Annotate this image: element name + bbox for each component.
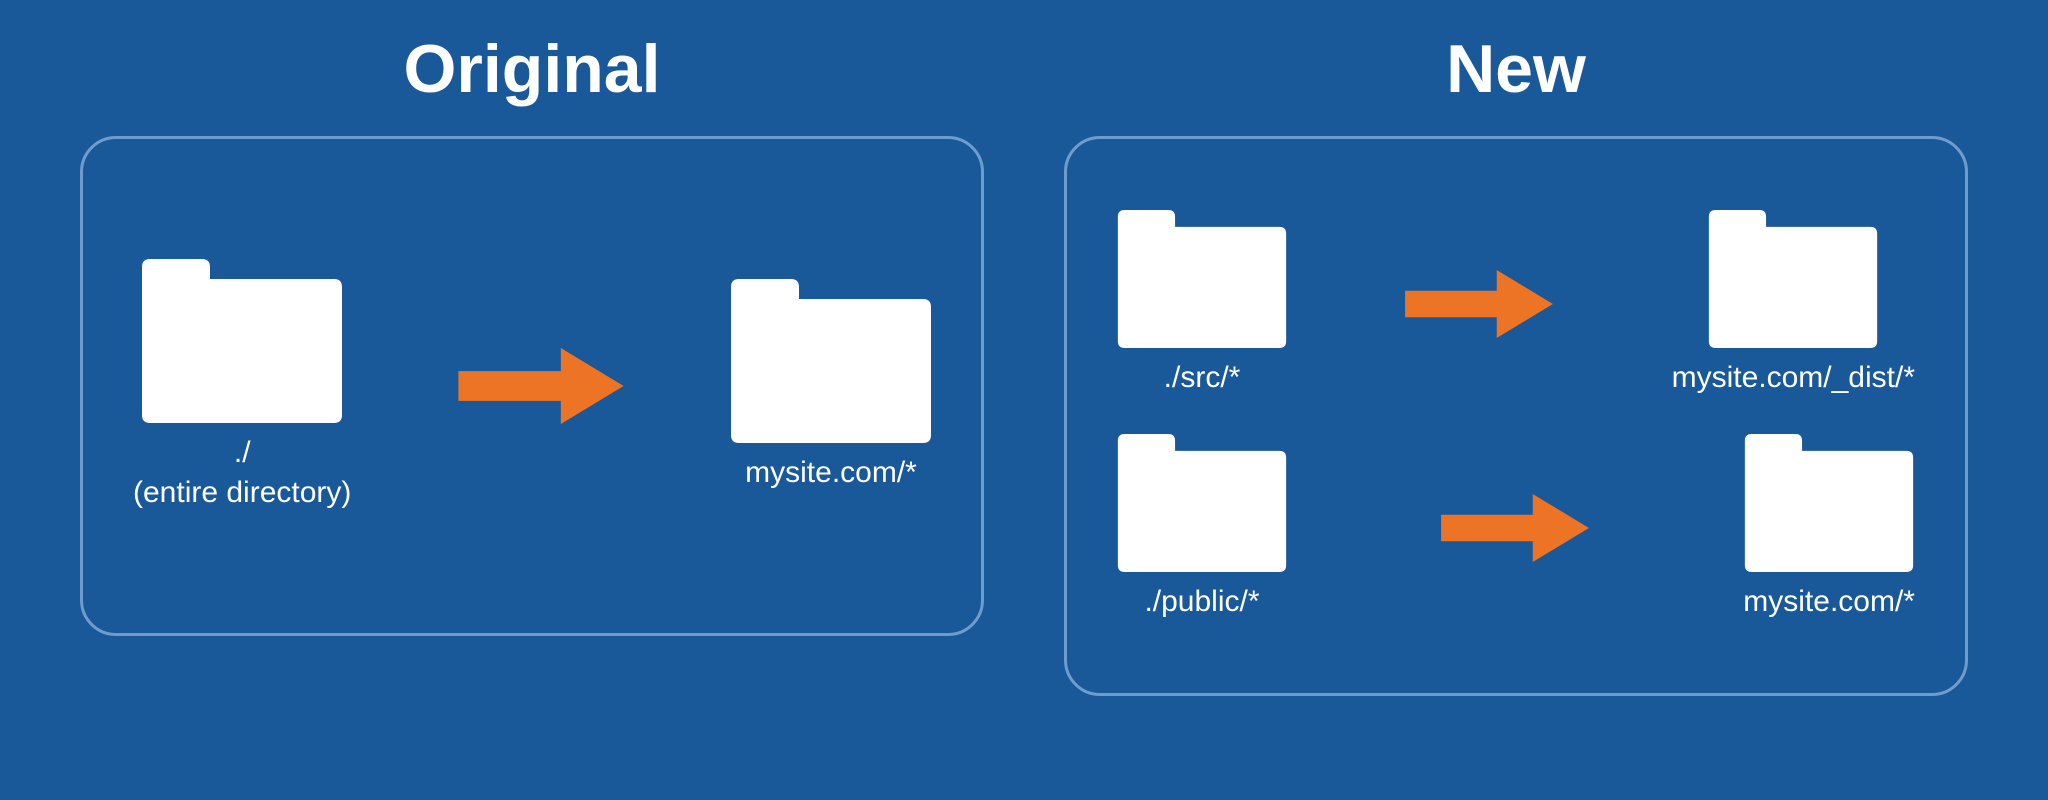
folder-icon — [731, 279, 931, 443]
dest-folder-label: mysite.com/* — [745, 453, 917, 494]
mapping-row: ./public/* mysite.com/* — [1117, 434, 1915, 623]
arrow-icon — [458, 348, 624, 424]
source-folder: ./src/* — [1117, 210, 1287, 399]
arrow-icon — [1440, 494, 1590, 562]
panel-new: ./src/* mysite.com/_dist/* ./public/* — [1064, 136, 1968, 696]
folder-icon — [1117, 210, 1287, 348]
mapping-row: ./ (entire directory) mysite.com/* — [133, 259, 931, 514]
source-folder-label: ./src/* — [1164, 358, 1241, 399]
folder-icon — [1117, 434, 1287, 572]
panel-original-wrap: Original ./ (entire directory) mysite.co… — [80, 30, 984, 636]
panel-new-title: New — [1446, 30, 1586, 108]
dest-folder: mysite.com/* — [731, 279, 931, 494]
dest-folder-label: mysite.com/_dist/* — [1672, 358, 1915, 399]
folder-icon — [1708, 210, 1878, 348]
arrow-icon — [1404, 270, 1554, 338]
folder-icon — [142, 259, 342, 423]
source-folder-label: ./ (entire directory) — [133, 433, 351, 514]
panel-original-title: Original — [404, 30, 661, 108]
dest-folder-label: mysite.com/* — [1743, 582, 1915, 623]
dest-folder: mysite.com/* — [1743, 434, 1915, 623]
dest-folder: mysite.com/_dist/* — [1672, 210, 1915, 399]
folder-icon — [1744, 434, 1914, 572]
mapping-row: ./src/* mysite.com/_dist/* — [1117, 210, 1915, 399]
source-folder: ./ (entire directory) — [133, 259, 351, 514]
panel-original: ./ (entire directory) mysite.com/* — [80, 136, 984, 636]
panel-new-wrap: New ./src/* mysite.com/_dist/* — [1064, 30, 1968, 696]
source-folder: ./public/* — [1117, 434, 1287, 623]
source-folder-label: ./public/* — [1144, 582, 1259, 623]
